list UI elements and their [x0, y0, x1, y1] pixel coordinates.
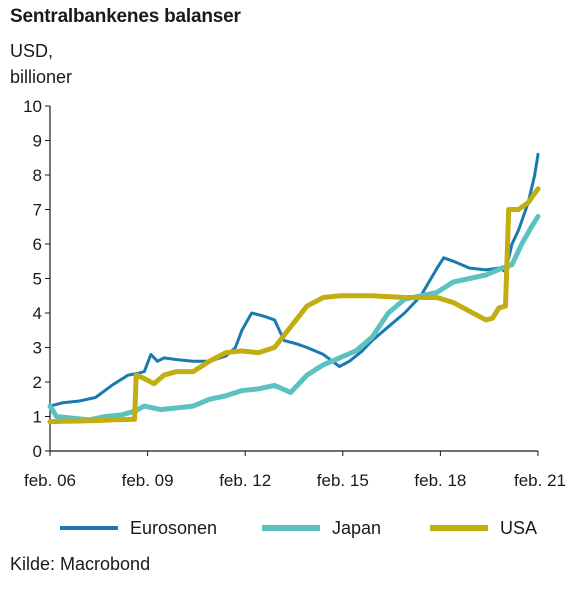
x-tick-label: feb. 12	[219, 471, 271, 490]
chart-title: Sentralbankenes balanser	[10, 6, 241, 27]
x-tick-label: feb. 21	[514, 471, 566, 490]
legend-label-usa: USA	[500, 518, 537, 538]
series-lines	[47, 152, 541, 425]
y-axis-label: USD, billioner	[10, 38, 72, 90]
y-tick-label: 7	[33, 201, 42, 220]
y-tick-label: 10	[23, 97, 42, 116]
legend-label-japan: Japan	[332, 518, 381, 538]
y-axis-ticks: 0 1 2 3 4 5 6 7 8 9 10	[23, 97, 50, 461]
y-tick-label: 9	[33, 132, 42, 151]
x-tick-label: feb. 06	[24, 471, 76, 490]
y-tick-label: 6	[33, 235, 42, 254]
series-line-usa	[47, 186, 541, 425]
y-tick-label: 1	[33, 408, 42, 427]
y-axis-label-line-1: USD,	[10, 41, 54, 61]
x-axis-ticks: feb. 06 feb. 09 feb. 12 feb. 15 feb. 18 feb. …	[24, 451, 566, 490]
y-tick-label: 8	[33, 166, 42, 185]
x-tick-label: feb. 18	[414, 471, 466, 490]
source-note: Kilde: Macrobond	[10, 554, 151, 574]
y-tick-label: 0	[33, 442, 42, 461]
x-tick-label: feb. 15	[317, 471, 369, 490]
y-tick-label: 2	[33, 373, 42, 392]
legend-label-eurosonen: Eurosonen	[130, 518, 217, 538]
series-line-japan	[47, 213, 541, 423]
x-tick-label: feb. 09	[122, 471, 174, 490]
y-axis-label-line-2: billioner	[10, 67, 73, 87]
legend: Eurosonen Japan USA	[60, 518, 537, 538]
y-tick-label: 5	[33, 270, 42, 289]
y-tick-label: 4	[33, 304, 42, 323]
series-line-eurosonen	[48, 152, 540, 408]
y-tick-label: 3	[33, 339, 42, 358]
